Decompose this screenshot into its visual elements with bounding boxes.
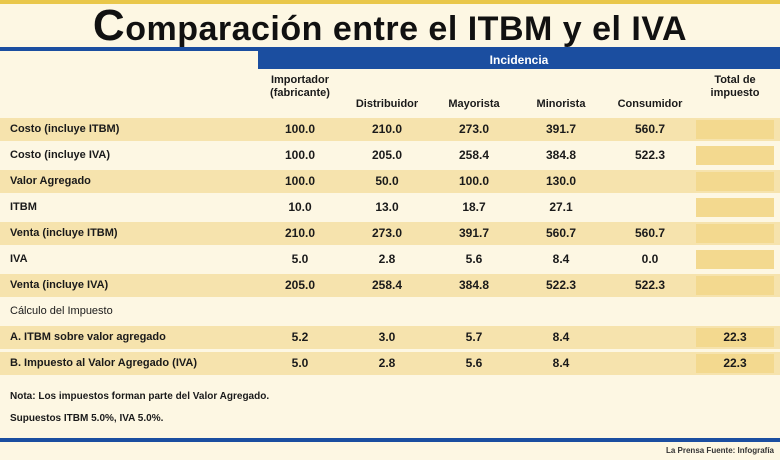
title-rest: omparación entre el ITBM y el IVA (125, 10, 688, 48)
table-cell: 210.0 (284, 226, 316, 240)
table-row: B. Impuesto al Valor Agregado (IVA) 5.0 2.… (0, 352, 780, 375)
table-cell: 522.3 (634, 148, 666, 162)
row-label: A. ITBM sobre valor agregado (10, 331, 166, 343)
table-note: Nota: Los impuestos forman parte del Val… (10, 391, 270, 402)
col-header-mayorista: Mayorista (432, 98, 516, 111)
table-cell: 391.7 (458, 226, 490, 240)
row-label: B. Impuesto al Valor Agregado (IVA) (10, 357, 198, 369)
row-label: Valor Agregado (10, 175, 91, 187)
table-row: Costo (incluye ITBM) 100.0 210.0 273.0 391.7… (0, 118, 780, 141)
table-cell: 130.0 (545, 174, 577, 188)
col-header-importador: Importador (fabricante) (258, 74, 342, 100)
table-cell: 50.0 (375, 174, 399, 188)
table-cell: 18.7 (462, 200, 486, 214)
col-header-total: Total de impuesto (696, 74, 774, 100)
table-cell: 391.7 (545, 122, 577, 136)
row-label: IVA (10, 253, 28, 265)
calc-heading: Cálculo del Impuesto (10, 305, 113, 317)
table-cell: 3.0 (378, 330, 396, 344)
table-cell: 100.0 (458, 174, 490, 188)
table-row: IVA 5.0 2.8 5.6 8.4 0.0 (0, 248, 780, 271)
table-cell: 2.8 (378, 252, 396, 266)
table-cell: 8.4 (552, 356, 570, 370)
table-cell: 258.4 (458, 148, 490, 162)
col-header-minorista: Minorista (519, 98, 603, 111)
table-row: ITBM 10.0 13.0 18.7 27.1 (0, 196, 780, 219)
total-cell-box (696, 354, 774, 373)
total-cell-box (696, 172, 774, 191)
table-cell: 8.4 (552, 330, 570, 344)
total-cell-box (696, 328, 774, 347)
table-row: Costo (incluye IVA) 100.0 205.0 258.4 384.8 5… (0, 144, 780, 167)
table-cell: 522.3 (634, 278, 666, 292)
table-cell: 0.0 (641, 252, 659, 266)
table-cell: 5.0 (291, 252, 309, 266)
total-cell-box (696, 198, 774, 217)
table-cell: 205.0 (371, 148, 403, 162)
row-label: Costo (incluye IVA) (10, 149, 111, 161)
table-cell: 384.8 (545, 148, 577, 162)
table-cell: 100.0 (284, 122, 316, 136)
table-row: Venta (incluye ITBM) 210.0 273.0 391.7 560.7… (0, 222, 780, 245)
table-cell: 5.7 (465, 330, 483, 344)
table-cell: 10.0 (288, 200, 312, 214)
col-header-consumidor: Consumidor (605, 98, 695, 111)
row-label: Venta (incluye IVA) (10, 279, 109, 291)
title-rule (0, 47, 780, 51)
table-cell: 210.0 (371, 122, 403, 136)
table-cell: 5.0 (291, 356, 309, 370)
total-cell-box (696, 250, 774, 269)
col-header-line1: Total de (714, 74, 756, 86)
table-assumption: Supuestos ITBM 5.0%, IVA 5.0%. (10, 413, 164, 424)
page-title: Comparación entre el ITBM y el IVA (0, 4, 780, 49)
col-header-line1: Importador (270, 74, 330, 86)
row-label: ITBM (10, 201, 37, 213)
row-label: Costo (incluye ITBM) (10, 123, 120, 135)
total-cell: 22.3 (723, 356, 747, 370)
table-cell: 5.6 (465, 356, 483, 370)
total-cell-box (696, 276, 774, 295)
table-cell: 273.0 (371, 226, 403, 240)
total-cell-box (696, 146, 774, 165)
table-cell: 560.7 (545, 226, 577, 240)
table-cell: 8.4 (552, 252, 570, 266)
total-cell-box (696, 224, 774, 243)
col-header-distribuidor: Distribuidor (345, 98, 429, 111)
col-header-line1: Distribuidor (355, 98, 419, 110)
total-cell: 22.3 (723, 330, 747, 344)
col-header-line2: impuesto (710, 87, 760, 99)
table-cell: 100.0 (284, 148, 316, 162)
calc-heading-row: Cálculo del Impuesto (0, 300, 780, 323)
table-cell: 5.2 (291, 330, 309, 344)
col-header-line1: Mayorista (448, 98, 500, 110)
table-row: A. ITBM sobre valor agregado 5.2 3.0 5.7 8.4… (0, 326, 780, 349)
table-cell: 522.3 (545, 278, 577, 292)
total-cell-box (696, 120, 774, 139)
incidencia-band: Incidencia (258, 51, 780, 69)
table-cell: 100.0 (284, 174, 316, 188)
bottom-rule (0, 438, 780, 442)
table-cell: 560.7 (634, 122, 666, 136)
table-cell: 27.1 (549, 200, 573, 214)
table-cell: 13.0 (375, 200, 399, 214)
table-row: Valor Agregado 100.0 50.0 100.0 130.0 (0, 170, 780, 193)
col-header-line2: (fabricante) (270, 87, 330, 99)
col-header-line1: Consumidor (617, 98, 683, 110)
table-cell: 560.7 (634, 226, 666, 240)
col-header-line1: Minorista (536, 98, 586, 110)
row-label: Venta (incluye ITBM) (10, 227, 118, 239)
table-cell: 273.0 (458, 122, 490, 136)
table-cell: 205.0 (284, 278, 316, 292)
table-cell: 384.8 (458, 278, 490, 292)
title-first-letter: C (92, 1, 126, 50)
table-cell: 2.8 (378, 356, 396, 370)
top-stripe (0, 0, 780, 4)
table-cell: 258.4 (371, 278, 403, 292)
credit-line: La Prensa Fuente: Infografía (665, 446, 774, 455)
table-row: Venta (incluye IVA) 205.0 258.4 384.8 522.3 5… (0, 274, 780, 297)
table-cell: 5.6 (465, 252, 483, 266)
